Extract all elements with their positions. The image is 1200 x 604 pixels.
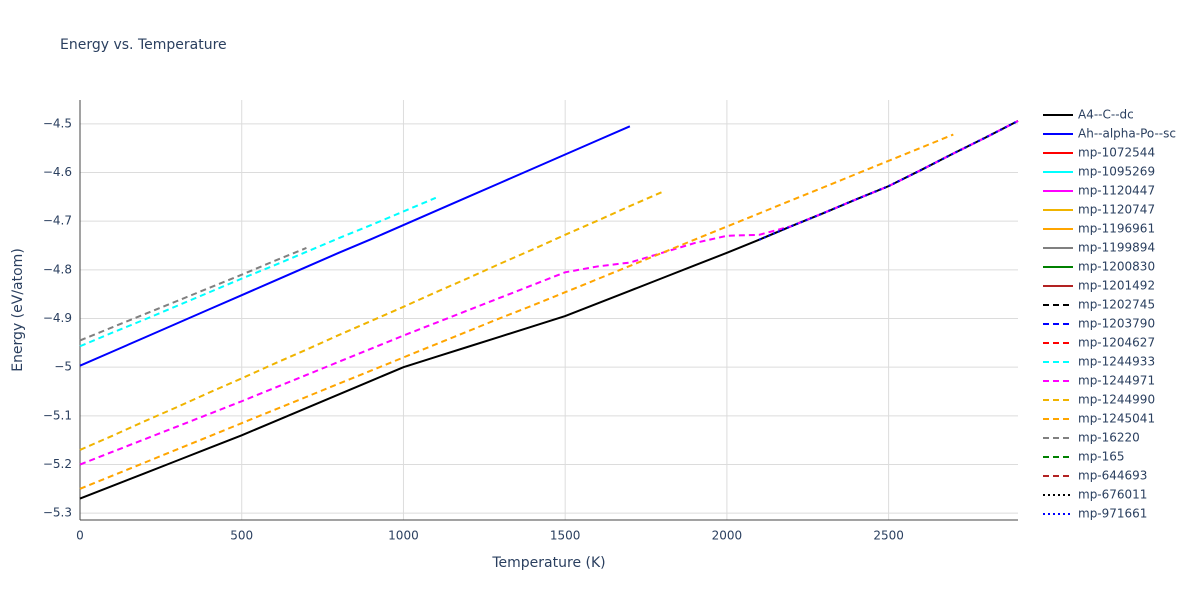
legend-label: mp-16220 bbox=[1078, 431, 1140, 445]
legend-label: mp-1199894 bbox=[1078, 241, 1155, 255]
y-tick-label: −4.7 bbox=[43, 214, 72, 228]
series-line bbox=[79, 191, 663, 451]
legend-label: mp-165 bbox=[1078, 450, 1125, 464]
chart-title: Energy vs. Temperature bbox=[60, 37, 227, 53]
legend-label: mp-1095269 bbox=[1078, 165, 1155, 179]
legend-label: mp-1120747 bbox=[1078, 203, 1155, 217]
x-tick-label: 2500 bbox=[873, 529, 904, 543]
series-line bbox=[79, 120, 1019, 500]
legend-label: mp-1120447 bbox=[1078, 184, 1155, 198]
series-line bbox=[79, 247, 307, 342]
series-line bbox=[79, 133, 954, 490]
legend-label: A4--C--dc bbox=[1078, 108, 1134, 122]
legend-label: Ah--alpha-Po--sc bbox=[1078, 127, 1176, 141]
legend-label: mp-676011 bbox=[1078, 488, 1147, 502]
y-axis-title: Energy (eV/atom) bbox=[10, 248, 26, 372]
legend-label: mp-1244933 bbox=[1078, 355, 1155, 369]
x-tick-label: 1000 bbox=[388, 529, 419, 543]
legend-label: mp-1244990 bbox=[1078, 393, 1155, 407]
legend-label: mp-1201492 bbox=[1078, 279, 1155, 293]
x-tick-label: 2000 bbox=[712, 529, 743, 543]
x-tick-label: 0 bbox=[76, 529, 84, 543]
legend-label: mp-1245041 bbox=[1078, 412, 1155, 426]
legend-label: mp-1203790 bbox=[1078, 317, 1155, 331]
y-tick-label: −4.5 bbox=[43, 116, 72, 130]
legend-label: mp-644693 bbox=[1078, 469, 1147, 483]
y-tick-label: −4.9 bbox=[43, 311, 72, 325]
y-tick-label: −5.2 bbox=[43, 457, 72, 471]
x-tick-label: 1500 bbox=[550, 529, 581, 543]
series-line bbox=[79, 196, 437, 348]
y-tick-label: −5 bbox=[54, 360, 72, 374]
legend-label: mp-1200830 bbox=[1078, 260, 1155, 274]
legend-label: mp-1204627 bbox=[1078, 336, 1155, 350]
y-tick-label: −4.6 bbox=[43, 165, 72, 179]
series-line bbox=[79, 125, 631, 367]
x-axis-title: Temperature (K) bbox=[491, 555, 605, 571]
y-tick-label: −5.1 bbox=[43, 408, 72, 422]
legend-label: mp-1072544 bbox=[1078, 146, 1155, 160]
legend-label: mp-1244971 bbox=[1078, 374, 1155, 388]
y-tick-label: −5.3 bbox=[43, 506, 72, 520]
x-tick-label: 500 bbox=[230, 529, 253, 543]
y-tick-label: −4.8 bbox=[43, 262, 72, 276]
legend-label: mp-1202745 bbox=[1078, 298, 1155, 312]
series-line bbox=[79, 120, 1019, 466]
legend-label: mp-1196961 bbox=[1078, 222, 1155, 236]
series-line bbox=[758, 120, 1019, 241]
legend-label: mp-971661 bbox=[1078, 507, 1147, 521]
